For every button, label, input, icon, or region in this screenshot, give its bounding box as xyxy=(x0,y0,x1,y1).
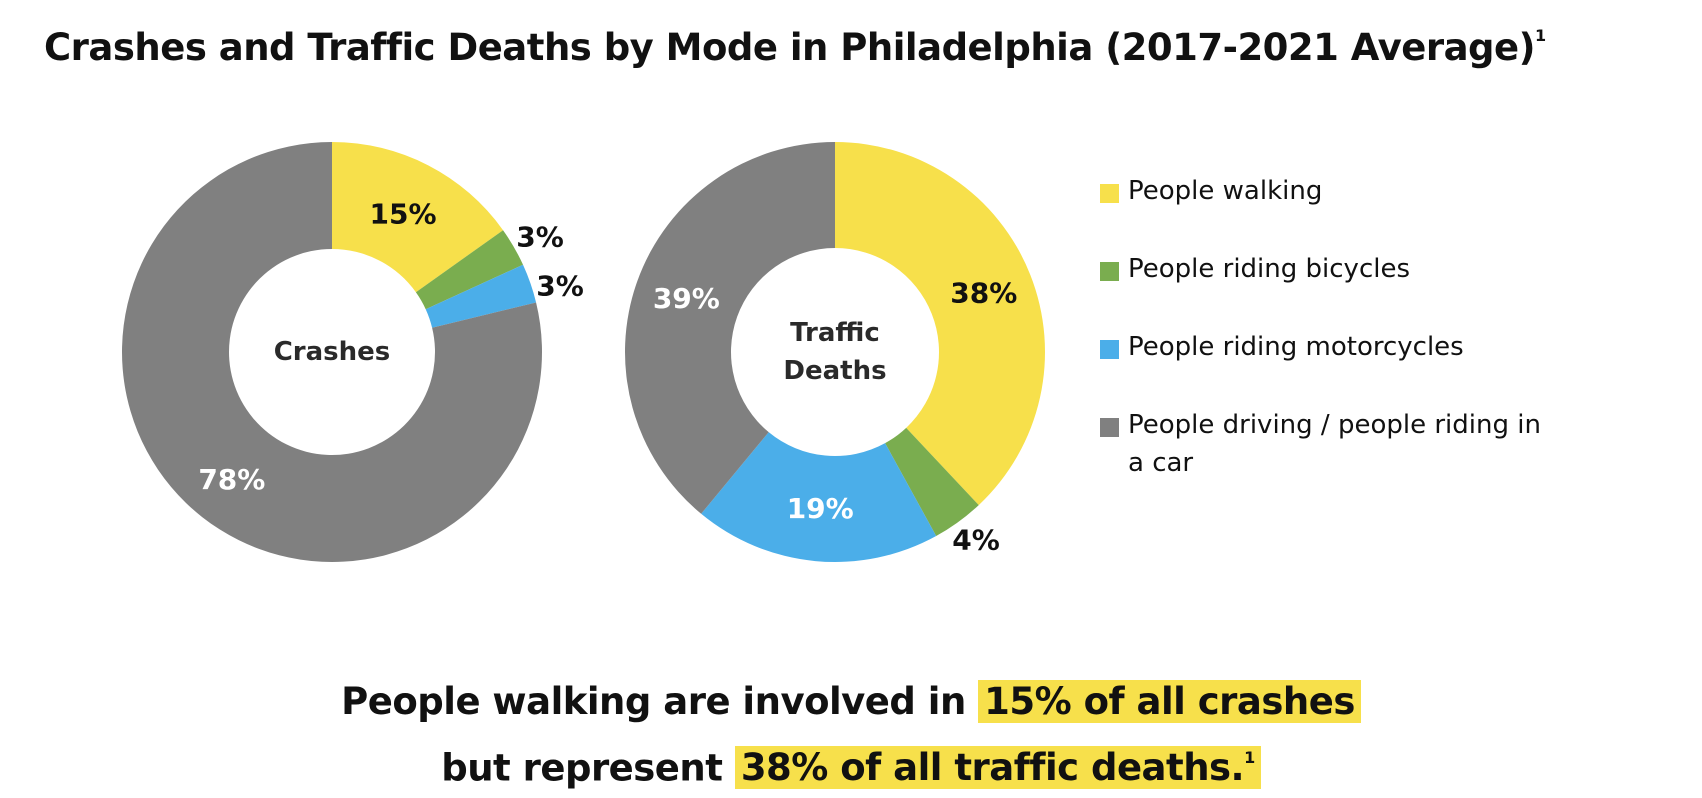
legend: People walking People riding bicycles Pe… xyxy=(1100,172,1620,522)
caption-line-2-text: but represent xyxy=(441,746,735,790)
caption-line-2: but represent 38% of all traffic deaths.… xyxy=(0,732,1702,798)
title-text: Crashes and Traffic Deaths by Mode in Ph… xyxy=(44,26,1536,69)
legend-swatch-bicycles xyxy=(1100,262,1119,281)
legend-item-walking: People walking xyxy=(1100,172,1620,210)
legend-swatch-motorcycles xyxy=(1100,340,1119,359)
caption-footnote: 1 xyxy=(1244,748,1255,767)
caption-highlight-deaths: 38% of all traffic deaths.1 xyxy=(734,746,1261,790)
donut-charts: 15% 3% 3% 78% Crashes 38% 4% 19% 39% Traffic Death… xyxy=(122,142,1045,562)
slice-motorcycles xyxy=(701,432,937,562)
legend-label-walking: People walking xyxy=(1128,176,1323,206)
caption-line-1: People walking are involved in 15% of al… xyxy=(0,672,1702,732)
slice-label-walking: 15% xyxy=(370,198,437,231)
legend-item-motorcycles: People riding motorcycles xyxy=(1100,328,1620,366)
caption-highlight-crashes: 15% of all crashes xyxy=(978,680,1361,723)
slice-label-driving: 39% xyxy=(653,282,720,315)
slice-bicycles xyxy=(885,427,979,537)
legend-item-bicycles: People riding bicycles xyxy=(1100,250,1620,288)
legend-label-bicycles: People riding bicycles xyxy=(1128,254,1411,284)
slice-driving xyxy=(122,142,542,562)
caption-line-1-text: People walking are involved in xyxy=(341,680,979,723)
legend-swatch-walking xyxy=(1100,184,1119,203)
slice-label-motorcycles: 3% xyxy=(536,270,584,303)
center-label: Crashes xyxy=(274,337,391,367)
caption-highlight-deaths-text: 38% of all traffic deaths. xyxy=(740,746,1245,790)
caption: People walking are involved in 15% of al… xyxy=(0,672,1702,798)
donut-traffic-deaths: 38% 4% 19% 39% Traffic Deaths xyxy=(625,142,1045,562)
slice-walking xyxy=(835,142,1045,506)
donut-crashes: 15% 3% 3% 78% Crashes xyxy=(122,142,584,562)
legend-swatch-driving xyxy=(1100,418,1119,437)
slice-label-walking: 38% xyxy=(950,277,1017,310)
slice-label-motorcycles: 19% xyxy=(787,492,854,525)
slice-walking xyxy=(332,142,504,293)
center-label: Deaths xyxy=(783,356,886,386)
center-label: Traffic xyxy=(790,318,880,348)
slice-label-bicycles: 4% xyxy=(952,524,1000,557)
slice-label-bicycles: 3% xyxy=(516,221,564,254)
title-footnote: 1 xyxy=(1535,25,1546,45)
slice-driving xyxy=(625,142,835,514)
legend-item-driving: People driving / people riding in a car xyxy=(1100,406,1558,482)
legend-label-motorcycles: People riding motorcycles xyxy=(1128,332,1464,362)
slice-label-driving: 78% xyxy=(198,463,265,496)
slice-bicycles xyxy=(415,230,524,310)
chart-title: Crashes and Traffic Deaths by Mode in Ph… xyxy=(44,26,1546,69)
slice-motorcycles xyxy=(425,264,537,328)
legend-label-driving: People driving / people riding in a car xyxy=(1128,410,1541,478)
